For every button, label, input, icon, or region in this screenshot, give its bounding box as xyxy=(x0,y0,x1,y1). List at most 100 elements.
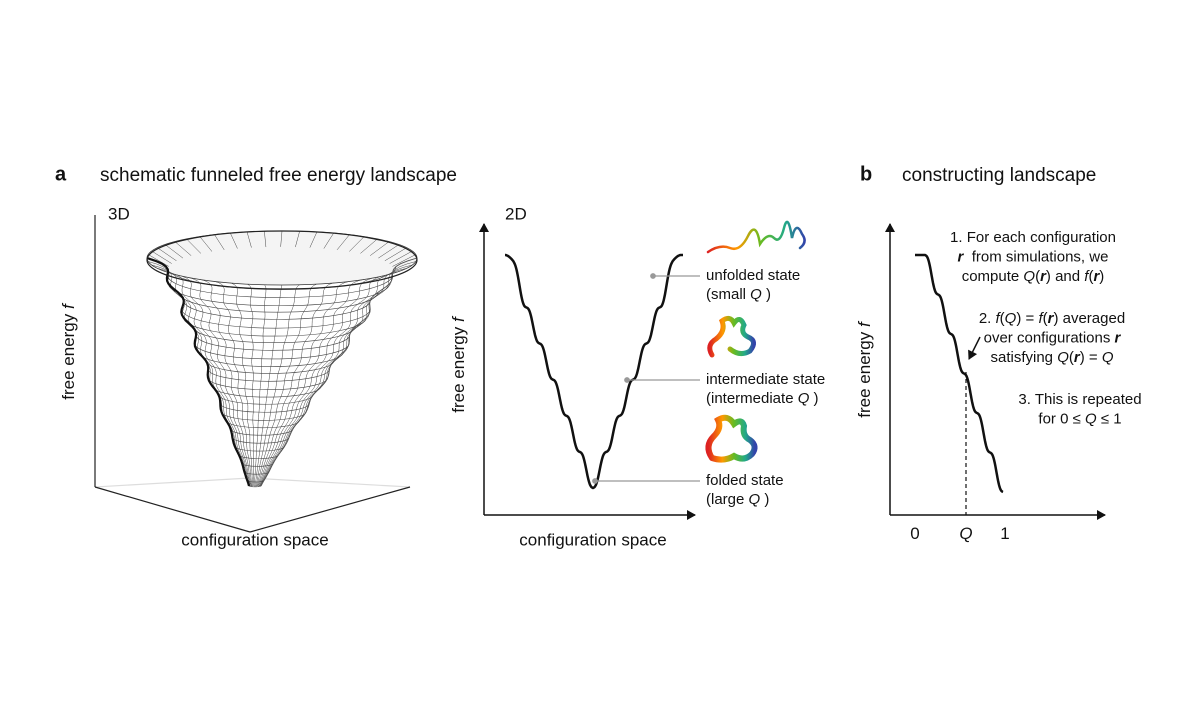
funnel-meridian xyxy=(336,234,350,251)
state-detail: (large Q ) xyxy=(706,491,769,508)
step-text: 2. f(Q) = f(r) averaged xyxy=(979,310,1125,327)
state-detail: (small Q ) xyxy=(706,286,771,303)
landscape-curve xyxy=(915,253,1004,494)
text-run: Q xyxy=(1102,349,1114,366)
b-texts: 0 Q 1 1. For each configuration r from simul… xyxy=(910,229,1141,544)
funnel-ring xyxy=(167,275,393,298)
funnel-body xyxy=(147,258,417,486)
funnel-meridian xyxy=(378,244,400,259)
y-axis-label: free energy f xyxy=(59,302,78,400)
text-run: ) = xyxy=(1016,310,1038,327)
step-text: over configurations r xyxy=(984,329,1122,346)
y-axis-label: free energy f xyxy=(449,315,468,413)
funnel-rim xyxy=(146,230,418,290)
text-run: Q xyxy=(749,491,761,508)
text-run: Q xyxy=(959,524,972,543)
state-name: folded state xyxy=(706,472,784,489)
subpanel-label: 3D xyxy=(108,204,130,223)
funnel-meridian xyxy=(151,250,172,264)
funnel-meridian xyxy=(259,271,399,487)
funnel-meridian xyxy=(165,271,251,487)
text-run: ( xyxy=(1000,310,1005,327)
text-run: 2. xyxy=(979,310,996,327)
funnel-ring xyxy=(232,437,290,444)
step-text: satisfying Q(r) = Q xyxy=(991,349,1114,366)
text-run: satisfying xyxy=(991,349,1058,366)
funnel-meridian xyxy=(369,241,390,256)
text-run: ( xyxy=(1043,310,1048,327)
funnel-meridian xyxy=(384,247,407,261)
text-run: f xyxy=(449,315,468,322)
text-run: ) and xyxy=(1046,268,1084,285)
funnel-ring xyxy=(183,300,371,320)
text-run: Q xyxy=(1085,410,1097,427)
text-run: r xyxy=(1040,268,1047,285)
protein-icons xyxy=(705,220,806,463)
text-run: (small xyxy=(706,286,750,303)
text-run: over configurations xyxy=(984,329,1115,346)
text-run: free energy xyxy=(855,327,874,418)
text-run: r xyxy=(1115,329,1122,346)
text-run: r xyxy=(1074,349,1081,366)
text-run: Q xyxy=(798,390,810,407)
step-text: compute Q(r) and f(r) xyxy=(962,268,1105,285)
panel-label: a xyxy=(55,163,67,185)
text-run: ) xyxy=(809,390,818,407)
funnel-meridian xyxy=(253,284,267,488)
text-run: f xyxy=(1038,310,1044,327)
state-name: unfolded state xyxy=(706,267,800,284)
funnel-meridian xyxy=(186,276,252,487)
funnel-ring xyxy=(177,292,379,313)
step-text: 1. For each configuration xyxy=(950,229,1116,246)
funnel-meridian xyxy=(258,276,378,487)
funnel-meridian xyxy=(260,268,407,487)
text-run: 1 xyxy=(1000,524,1009,543)
text-run: f xyxy=(855,320,874,327)
text-run: 1. For each configuration xyxy=(950,229,1116,246)
text-run: r xyxy=(1048,310,1055,327)
funnel-ring xyxy=(219,403,310,413)
text-run: Q xyxy=(1057,349,1069,366)
subpanel-label: 2D xyxy=(505,204,527,223)
text-run: (large xyxy=(706,491,749,508)
funnel-meridian xyxy=(230,232,238,249)
funnel-meridian xyxy=(214,281,253,488)
funnel-meridian xyxy=(389,250,413,264)
funnel-meridian xyxy=(214,234,225,250)
funnel-meridian xyxy=(199,236,213,252)
text-run: free energy xyxy=(59,309,78,400)
panel-label: b xyxy=(860,163,872,185)
text-run: ( xyxy=(1035,268,1040,285)
funnel-meridian xyxy=(230,282,253,488)
funnel-meridian xyxy=(148,254,169,267)
funnel-ring xyxy=(205,360,335,374)
axes-b xyxy=(885,223,1106,520)
text-run: ( xyxy=(1088,268,1093,285)
text-run: ) = xyxy=(1080,349,1102,366)
step-text: 3. This is repeated xyxy=(1018,391,1141,408)
funnel-ring xyxy=(221,411,307,421)
text-run: compute xyxy=(962,268,1024,285)
state-labels: unfolded state (small Q ) intermediate sta… xyxy=(706,267,825,508)
text-run: 0 xyxy=(910,524,919,543)
text-run: f xyxy=(59,302,78,309)
funnel-meridian xyxy=(258,279,365,488)
x-axis-label: configuration space xyxy=(519,530,666,549)
funnel-ring xyxy=(194,343,350,360)
funnel-ring xyxy=(230,428,294,436)
funnel-meridian xyxy=(246,231,252,248)
funnel-meridian xyxy=(157,247,177,261)
funnel-ring xyxy=(191,326,356,344)
x-tick-label: 0 xyxy=(910,524,919,543)
pointer-arrow xyxy=(968,336,981,360)
state-name: intermediate state xyxy=(706,371,825,388)
landscape-curve xyxy=(505,253,683,490)
text-run: Q xyxy=(1005,310,1017,327)
funnel-ring xyxy=(181,309,371,329)
text-run: f xyxy=(996,310,1002,327)
funnel-ring xyxy=(225,420,300,429)
x-axis-label: configuration space xyxy=(181,530,328,549)
text-run: ) xyxy=(762,286,771,303)
text-run: for 0 ≤ xyxy=(1038,410,1085,427)
panel-title: constructing landscape xyxy=(902,165,1096,186)
